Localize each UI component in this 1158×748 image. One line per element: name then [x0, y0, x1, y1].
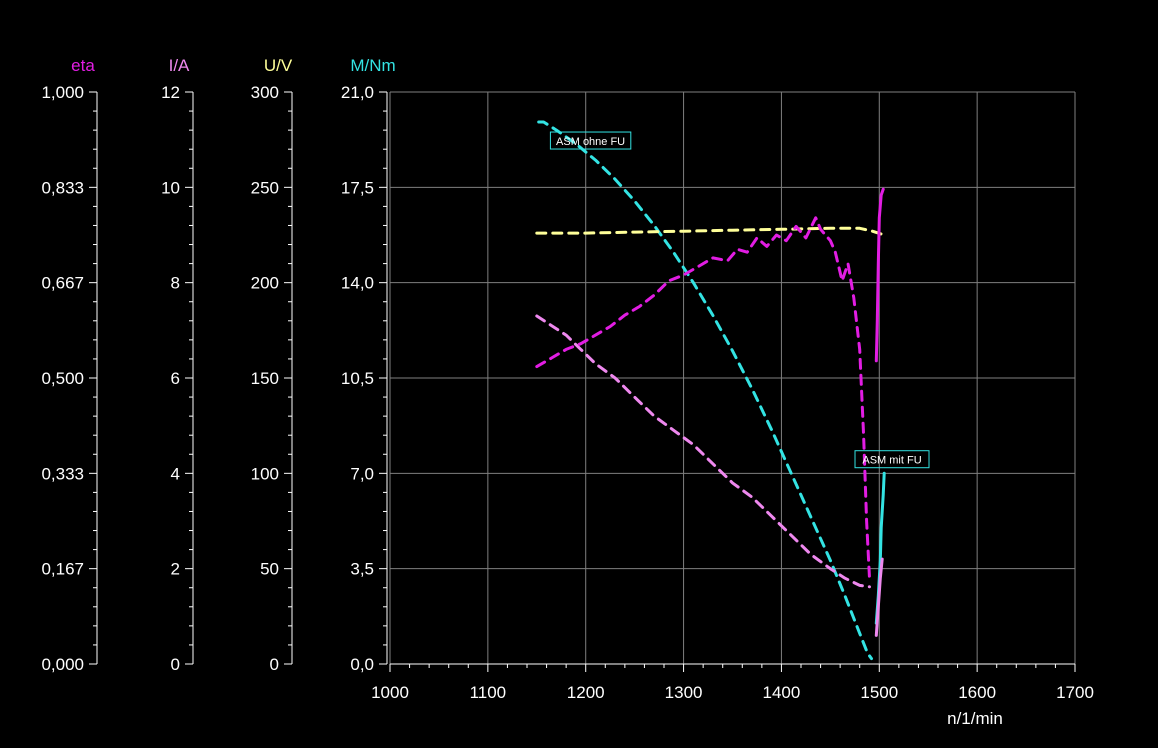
series-line-eta-5: [535, 216, 871, 580]
y-tick-label-eta: 0,167: [41, 560, 84, 579]
y-tick-label-voltage: 250: [251, 178, 279, 197]
y-tick-label-torque: 10,5: [341, 369, 374, 388]
y-tick-label-eta: 0,667: [41, 274, 84, 293]
x-tick-label: 1700: [1056, 683, 1094, 702]
y-axis-title-current: I/A: [169, 56, 190, 75]
y-tick-label-eta: 0,000: [41, 655, 84, 674]
y-tick-label-eta: 0,333: [41, 464, 84, 483]
y-tick-label-torque: 21,0: [341, 83, 374, 102]
y-tick-label-voltage: 200: [251, 274, 279, 293]
y-tick-label-current: 8: [171, 274, 180, 293]
x-tick-label: 1600: [958, 683, 996, 702]
series-line-torque-0: [537, 120, 873, 661]
y-tick-label-current: 10: [161, 178, 180, 197]
annotation-label: ASM ohne FU: [549, 131, 632, 150]
x-axis-title: n/1/min: [947, 709, 1003, 728]
y-tick-label-voltage: 50: [260, 560, 279, 579]
y-tick-label-voltage: 150: [251, 369, 279, 388]
x-tick-label: 1400: [763, 683, 801, 702]
y-axis-title-eta: eta: [71, 56, 95, 75]
y-tick-label-torque: 7,0: [350, 464, 374, 483]
annotation-text: ASM mit FU: [862, 455, 921, 467]
y-axis-title-voltage: U/V: [264, 56, 293, 75]
series-line-voltage-2: [535, 226, 886, 237]
y-axis-eta: 0,000 0,167 0,333 0,500 0,667 0,833 1,000 eta: [41, 56, 98, 674]
y-tick-label-current: 4: [171, 464, 180, 483]
x-tick-label: 1500: [860, 683, 898, 702]
series-line-current-4: [874, 557, 884, 637]
x-tick-label: 1300: [665, 683, 703, 702]
y-tick-label-eta: 0,500: [41, 369, 84, 388]
x-tick-label: 1100: [470, 683, 507, 702]
series-group: [535, 120, 886, 661]
y-tick-label-current: 2: [171, 560, 180, 579]
y-tick-label-torque: 17,5: [341, 178, 374, 197]
x-axis: 1000 1100 1200 1300 1400 1500 1600 1700 n/1/min: [371, 663, 1094, 728]
x-tick-label: 1200: [567, 683, 605, 702]
y-tick-label-eta: 1,000: [41, 83, 84, 102]
series-line-current-3: [535, 314, 871, 589]
y-axis-voltage: 0 50 100 150 200 250 300 U/V: [251, 56, 293, 674]
series-line-eta-6: [874, 187, 885, 363]
y-tick-label-current: 12: [161, 83, 180, 102]
axes: 0,000 0,167 0,333 0,500 0,667 0,833 1,000 eta 0 2…: [41, 56, 1093, 728]
y-tick-label-torque: 14,0: [341, 274, 374, 293]
y-axis-torque: 0,0 3,5 7,0 10,5 14,0 17,5 21,0 M/Nm: [341, 56, 396, 674]
annotations: ASM ohne FU ASM mit FU: [549, 131, 930, 469]
y-axis-current: 0 2 4 6 8 10 12 I/A: [161, 56, 194, 674]
annotation-text: ASM ohne FU: [556, 136, 625, 148]
x-tick-label: 1000: [371, 683, 409, 702]
y-axis-title-torque: M/Nm: [350, 56, 395, 75]
y-tick-label-current: 0: [171, 655, 180, 674]
y-tick-label-voltage: 0: [270, 655, 279, 674]
y-tick-label-voltage: 300: [251, 83, 279, 102]
annotation-label: ASM mit FU: [854, 450, 930, 469]
y-tick-label-voltage: 100: [251, 464, 279, 483]
grid-lines: [389, 91, 1076, 665]
y-tick-label-torque: 3,5: [350, 560, 374, 579]
y-tick-label-current: 6: [171, 369, 180, 388]
y-tick-label-torque: 0,0: [350, 655, 374, 674]
y-tick-label-eta: 0,833: [41, 178, 84, 197]
